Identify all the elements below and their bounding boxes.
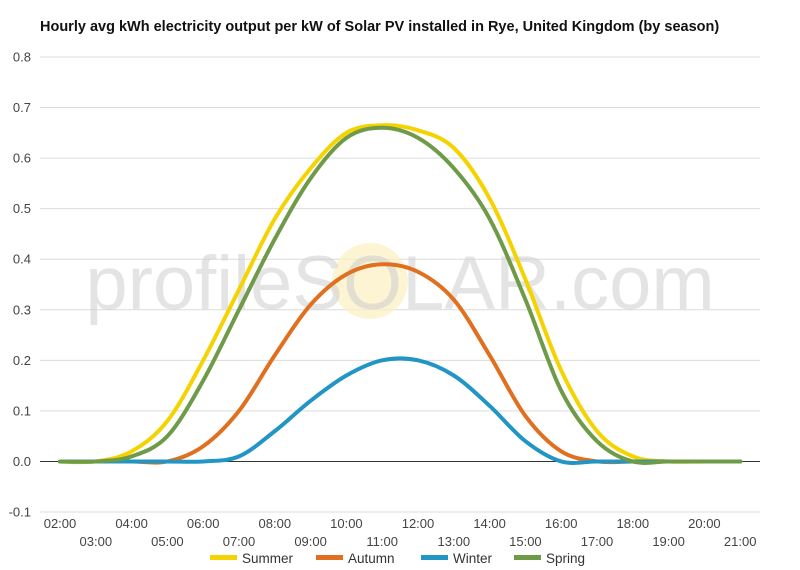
legend-label[interactable]: Spring: [546, 551, 585, 566]
x-tick-label: 20:00: [688, 516, 721, 531]
watermark-sun-icon: [332, 243, 408, 319]
y-tick-label: 0.1: [13, 403, 31, 418]
x-tick-label: 10:00: [330, 516, 363, 531]
x-tick-label: 21:00: [724, 534, 757, 549]
y-axis-ticks: 0.8 0.7 0.6 0.5 0.4 0.3 0.2 0.1 0.0 -0.1: [9, 50, 31, 520]
legend-label[interactable]: Autumn: [348, 551, 395, 566]
legend-label[interactable]: Summer: [242, 551, 294, 566]
x-tick-label: 19:00: [652, 534, 685, 549]
x-tick-label: 17:00: [581, 534, 614, 549]
y-tick-label: 0.7: [13, 100, 31, 115]
x-tick-label: 03:00: [80, 534, 113, 549]
y-tick-label: 0.6: [13, 151, 31, 166]
x-tick-label: 14:00: [473, 516, 506, 531]
x-tick-label: 08:00: [259, 516, 292, 531]
series-line-summer: [58, 123, 743, 465]
x-tick-label: 16:00: [545, 516, 578, 531]
y-tick-label: -0.1: [9, 505, 31, 520]
chart-title: Hourly avg kWh electricity output per kW…: [40, 19, 720, 35]
x-tick-label: 09:00: [294, 534, 327, 549]
x-tick-label: 13:00: [438, 534, 471, 549]
y-tick-label: 0.4: [13, 252, 31, 267]
x-tick-label: 12:00: [402, 516, 435, 531]
x-tick-label: 11:00: [366, 534, 398, 549]
x-tick-label: 18:00: [617, 516, 650, 531]
x-tick-label: 06:00: [187, 516, 220, 531]
y-tick-label: 0.3: [13, 302, 31, 317]
series-lines: [58, 123, 743, 465]
series-line-spring: [58, 125, 743, 465]
x-tick-label: 07:00: [223, 534, 256, 549]
legend-swatch-summer: [210, 555, 237, 560]
legend: Summer Autumn Winter Spring: [210, 551, 585, 566]
x-tick-label: 04:00: [115, 516, 148, 531]
watermark-layer: profileSOLAR.com: [85, 241, 714, 326]
x-tick-label: 02:00: [44, 516, 77, 531]
legend-swatch-winter: [421, 555, 448, 560]
legend-swatch-autumn: [316, 555, 343, 560]
y-tick-label: 0.0: [13, 454, 31, 469]
y-tick-label: 0.2: [13, 353, 31, 368]
watermark-text: profileSOLAR.com: [85, 241, 714, 326]
legend-swatch-spring: [514, 555, 541, 560]
x-tick-label: 05:00: [151, 534, 184, 549]
legend-label[interactable]: Winter: [453, 551, 493, 566]
y-tick-label: 0.5: [13, 201, 31, 216]
x-axis-ticks: 02:0003:0004:0005:0006:0007:0008:0009:00…: [44, 516, 757, 549]
y-tick-label: 0.8: [13, 50, 31, 65]
x-tick-label: 15:00: [509, 534, 542, 549]
